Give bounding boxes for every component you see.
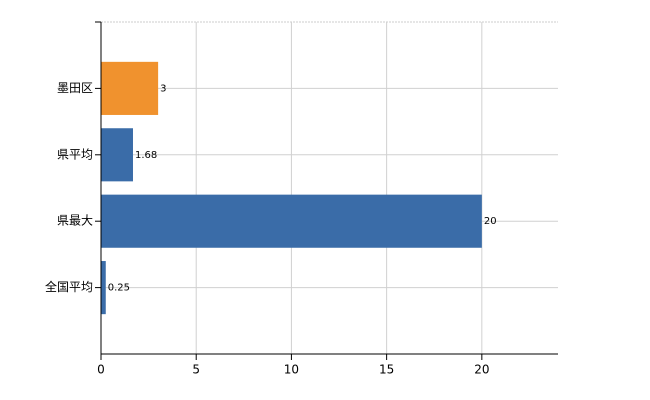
y-tick-label: 全国平均 xyxy=(45,279,93,294)
bar xyxy=(101,194,482,248)
value-label: 0.25 xyxy=(108,283,130,294)
y-tick-label: 県平均 xyxy=(57,147,93,161)
x-tick-label: 0 xyxy=(97,363,105,377)
value-label: 1.68 xyxy=(135,150,157,161)
y-tick-label: 県最大 xyxy=(57,214,93,228)
x-tick-label: 20 xyxy=(474,363,489,377)
y-tick-label: 墨田区 xyxy=(57,81,93,95)
bar xyxy=(101,61,159,115)
bar xyxy=(101,261,106,315)
value-label: 20 xyxy=(484,216,497,227)
x-tick-label: 5 xyxy=(192,363,200,377)
x-tick-label: 10 xyxy=(284,363,299,377)
bar xyxy=(101,128,133,182)
value-label: 3 xyxy=(160,83,166,94)
x-tick-label: 15 xyxy=(379,363,394,377)
